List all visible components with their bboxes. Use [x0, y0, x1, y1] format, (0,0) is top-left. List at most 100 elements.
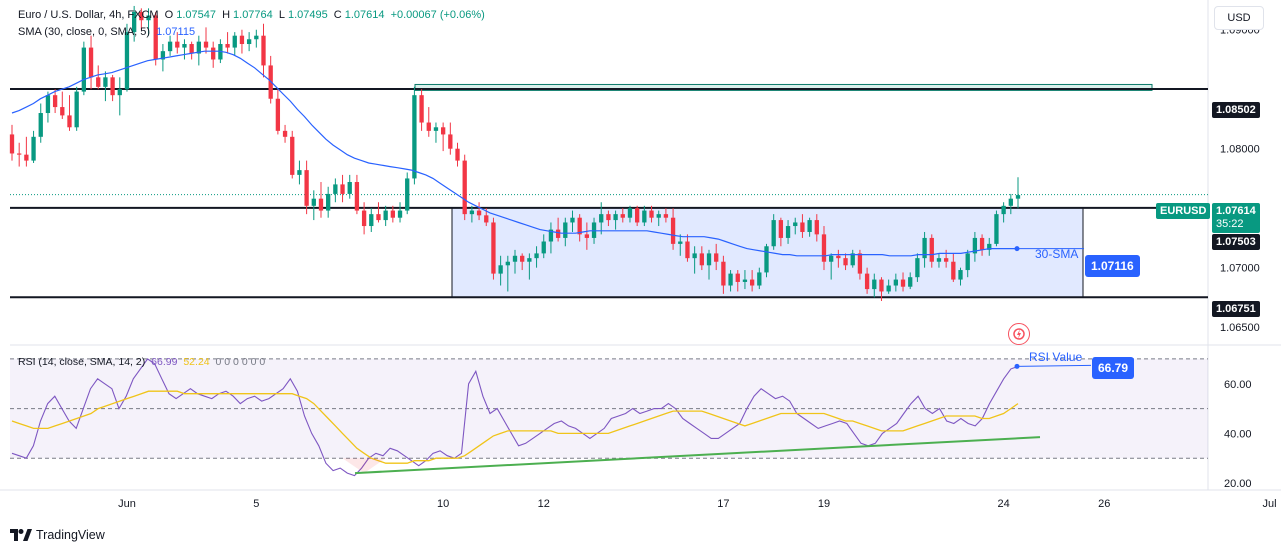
candle-body [721, 261, 726, 286]
time-tick-label: Jul [1262, 498, 1276, 510]
candle-body [412, 95, 417, 179]
candle-body [290, 136, 295, 175]
candle-body [627, 208, 633, 218]
rsi-value-callout: 66.79 [1092, 357, 1135, 379]
candle-body [426, 122, 431, 131]
tradingview-logo-icon [10, 529, 32, 541]
axes: 1.090001.080001.070001.0650060.0040.0020… [118, 25, 1276, 510]
candle-body [211, 47, 216, 60]
candle-body [254, 35, 259, 40]
sma-legend-value: 1.07115 [156, 26, 196, 38]
candle-body [182, 44, 187, 48]
low-label: L [278, 9, 285, 21]
candle-body [706, 253, 712, 266]
sma-value-callout: 1.07116 [1085, 255, 1140, 277]
symbol-tag: EURUSD [1156, 203, 1211, 219]
candle-body [685, 241, 690, 259]
candle-body [591, 222, 597, 238]
candle-body [728, 273, 733, 286]
candle-body [1008, 198, 1013, 206]
candle-body [340, 184, 345, 194]
candle-body [246, 39, 252, 45]
tradingview-logo[interactable]: TradingView [10, 528, 105, 542]
candle-body [491, 222, 496, 274]
candle-body [943, 258, 949, 262]
candle-body [153, 15, 158, 60]
change-value: +0.00067 (+0.06%) [390, 9, 485, 21]
candle-body [699, 253, 704, 266]
candle-body [807, 220, 812, 232]
candle-body [17, 153, 22, 155]
candle-body [189, 44, 194, 54]
candle-body [196, 41, 201, 54]
candle-body [965, 253, 970, 271]
candle-body [512, 255, 518, 262]
candle-body [484, 215, 489, 223]
candle-body [936, 258, 942, 262]
resistance-zone-box [414, 83, 1153, 91]
candle-body [333, 184, 338, 194]
candle-body [390, 210, 395, 218]
candle-body [60, 107, 65, 116]
candle-body [548, 229, 554, 242]
time-tick-label: 24 [998, 498, 1010, 510]
candle-body [893, 279, 898, 286]
candle-body [24, 154, 29, 161]
candle-body [599, 214, 604, 223]
time-tick-label: 26 [1098, 498, 1110, 510]
candle-body [635, 208, 640, 223]
candle-body [498, 265, 503, 274]
rsi-ma-series-line [11, 390, 1019, 464]
open-label: O [164, 9, 174, 21]
rsi-header[interactable]: RSI (14, close, SMA, 14, 2) 66.99 52.24 … [18, 356, 268, 368]
currency-button[interactable]: USD [1214, 6, 1264, 30]
symbol-title[interactable]: Euro / U.S. Dollar, 4h, FXCM [18, 9, 159, 21]
close-label: C [333, 9, 342, 21]
time-tick-label: 19 [818, 498, 830, 510]
candle-body [397, 210, 403, 218]
candle-body [1015, 195, 1021, 199]
horizontal-levels [10, 87, 1208, 299]
sma-annotation-label: 30-SMA [1035, 247, 1079, 261]
candle-body [232, 35, 237, 48]
candle-body [103, 77, 108, 87]
rsi-legend-label: RSI (14, close, SMA, 14, 2) [18, 356, 146, 368]
candle-body [110, 77, 115, 96]
candle-body [649, 210, 654, 218]
candle-body [714, 253, 719, 262]
candle-body [347, 182, 352, 194]
candle-body [886, 285, 891, 292]
candle-body [972, 237, 978, 254]
rsi-callout-line [1016, 364, 1092, 367]
candle-body [800, 222, 805, 232]
rsi-annotation-label: RSI Value [1029, 350, 1083, 364]
candle-body [225, 44, 230, 48]
high-label: H [222, 9, 231, 21]
candle-body [678, 241, 683, 244]
candle-body [146, 15, 151, 21]
sma-header[interactable]: SMA (30, close, 0, SMA, 5) 1.07115 [18, 26, 198, 38]
candle-body [132, 11, 137, 33]
candle-body [958, 270, 963, 280]
time-tick-label: Jun [118, 498, 136, 510]
candle-body [376, 214, 381, 221]
rsi-trendline [354, 436, 1041, 475]
candle-body [9, 134, 15, 154]
candle-body [642, 210, 647, 223]
candle-body [74, 91, 79, 128]
candle-body [282, 130, 288, 137]
price-tag-support: 1.06751 [1212, 301, 1260, 317]
candle-body [67, 115, 72, 128]
candle-body [275, 98, 281, 131]
rsi-tick-label: 20.00 [1224, 478, 1252, 490]
time-tick-label: 5 [253, 498, 259, 510]
candle-body [778, 220, 784, 238]
candle-body [505, 261, 510, 266]
lightning-icon[interactable] [1008, 323, 1030, 345]
candle-body [318, 198, 324, 211]
candle-body [663, 214, 669, 218]
candlesticks [9, 5, 1021, 301]
price-tag-resistance-high: 1.08502 [1212, 102, 1260, 118]
candle-body [915, 258, 920, 278]
